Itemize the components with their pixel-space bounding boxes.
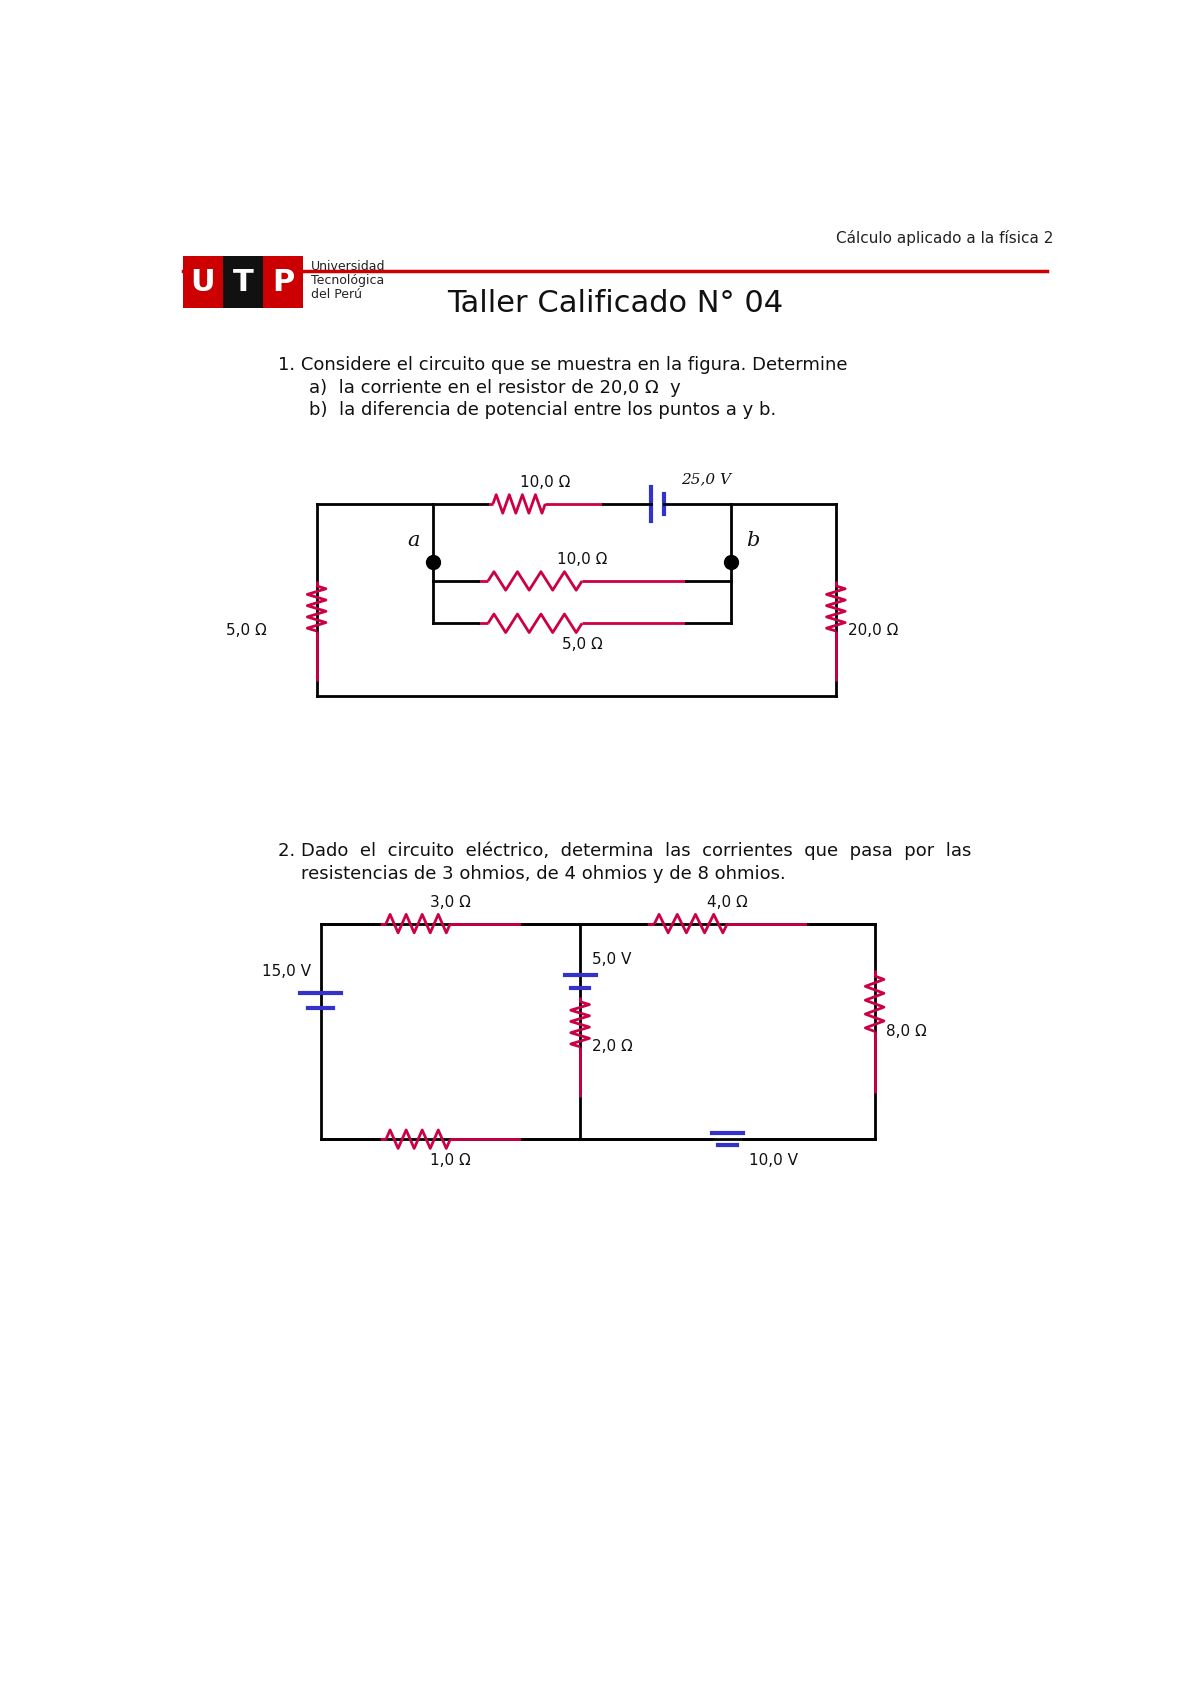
Text: 1,0 Ω: 1,0 Ω bbox=[430, 1154, 470, 1168]
Text: P: P bbox=[272, 268, 294, 297]
Text: resistencias de 3 ohmios, de 4 ohmios y de 8 ohmios.: resistencias de 3 ohmios, de 4 ohmios y … bbox=[301, 864, 786, 882]
Text: 5,0 Ω: 5,0 Ω bbox=[562, 638, 602, 652]
Text: U: U bbox=[191, 268, 215, 297]
Text: 1. Considere el circuito que se muestra en la figura. Determine: 1. Considere el circuito que se muestra … bbox=[278, 356, 847, 375]
Text: a: a bbox=[407, 531, 420, 550]
Text: Cálculo aplicado a la física 2: Cálculo aplicado a la física 2 bbox=[835, 231, 1052, 246]
Text: 8,0 Ω: 8,0 Ω bbox=[887, 1023, 928, 1039]
Text: Universidad: Universidad bbox=[311, 260, 385, 273]
Text: 4,0 Ω: 4,0 Ω bbox=[707, 894, 748, 910]
Text: b)  la diferencia de potencial entre los puntos a y b.: b) la diferencia de potencial entre los … bbox=[308, 400, 776, 419]
Text: 25,0 V: 25,0 V bbox=[680, 472, 731, 487]
FancyBboxPatch shape bbox=[263, 256, 304, 309]
Text: 20,0 Ω: 20,0 Ω bbox=[847, 623, 898, 638]
Text: a)  la corriente en el resistor de 20,0 Ω  y: a) la corriente en el resistor de 20,0 Ω… bbox=[308, 380, 680, 397]
Text: del Perú: del Perú bbox=[311, 288, 362, 300]
Text: 3,0 Ω: 3,0 Ω bbox=[430, 894, 470, 910]
Text: 15,0 V: 15,0 V bbox=[263, 964, 311, 979]
Text: 10,0 Ω: 10,0 Ω bbox=[557, 552, 607, 567]
Text: 10,0 V: 10,0 V bbox=[749, 1154, 798, 1168]
Text: Taller Calificado N° 04: Taller Calificado N° 04 bbox=[446, 288, 784, 319]
Text: 10,0 Ω: 10,0 Ω bbox=[520, 475, 570, 490]
Text: 5,0 Ω: 5,0 Ω bbox=[226, 623, 266, 638]
Text: 2,0 Ω: 2,0 Ω bbox=[592, 1039, 632, 1054]
FancyBboxPatch shape bbox=[223, 256, 263, 309]
Text: 5,0 V: 5,0 V bbox=[592, 952, 631, 967]
Text: T: T bbox=[233, 268, 253, 297]
Text: b: b bbox=[746, 531, 760, 550]
Text: Tecnológica: Tecnológica bbox=[311, 275, 384, 287]
Text: 2. Dado  el  circuito  eléctrico,  determina  las  corrientes  que  pasa  por  l: 2. Dado el circuito eléctrico, determina… bbox=[278, 842, 971, 860]
FancyBboxPatch shape bbox=[182, 256, 223, 309]
